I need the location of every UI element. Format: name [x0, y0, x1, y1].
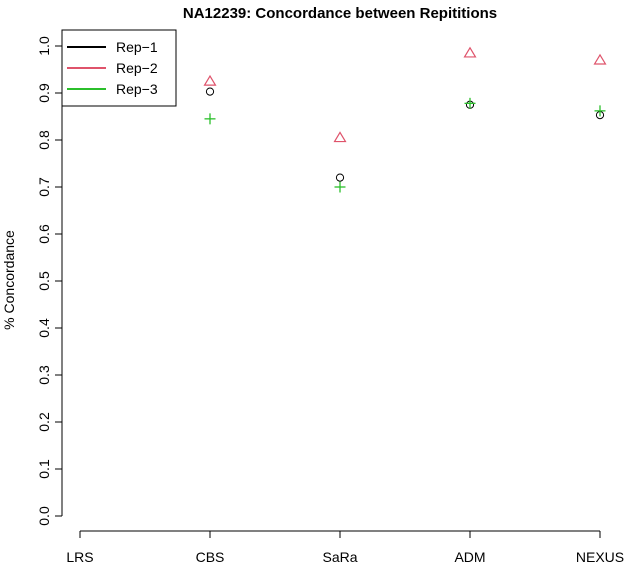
point-plus-adm [464, 97, 476, 109]
point-triangle-nexus [593, 53, 607, 65]
y-tick-label: 0.4 [36, 318, 52, 338]
y-axis-label: % Concordance [1, 230, 17, 330]
legend-label: Rep−1 [116, 39, 158, 55]
y-tick-label: 1.0 [36, 36, 52, 56]
y-axis: 0.0 0.1 0.2 0.3 0.4 0.5 0.6 0.7 0.8 0.9 1.0 [36, 36, 63, 526]
point-circle-cbs [205, 87, 215, 96]
point-plus-nexus [594, 105, 606, 117]
point-plus-sara [334, 181, 346, 193]
point-triangle-sara [333, 131, 347, 143]
legend: Rep−1 Rep−2 Rep−3 [61, 29, 177, 107]
x-tick-label: CBS [196, 549, 225, 565]
y-tick-label: 0.5 [36, 271, 52, 291]
y-tick-label: 0.6 [36, 224, 52, 244]
point-triangle-cbs [203, 74, 217, 86]
y-tick-label: 0.2 [36, 412, 52, 432]
point-circle-sara [335, 173, 345, 182]
legend-label: Rep−2 [116, 60, 158, 76]
x-tick-label: ADM [454, 549, 485, 565]
x-tick-label: NEXUS [576, 549, 624, 565]
y-tick-label: 0.3 [36, 365, 52, 385]
y-tick-label: 0.9 [36, 83, 52, 103]
legend-label: Rep−3 [116, 81, 158, 97]
point-plus-cbs [204, 113, 216, 125]
y-tick-label: 0.1 [36, 459, 52, 479]
y-tick-label: 0.7 [36, 177, 52, 197]
x-tick-label: LRS [66, 549, 93, 565]
x-axis: LRS CBS SaRa ADM NEXUS [66, 530, 624, 565]
y-tick-label: 0.8 [36, 130, 52, 150]
point-triangle-adm [463, 46, 477, 58]
chart-title: NA12239: Concordance between Repititions [183, 5, 497, 22]
x-tick-label: SaRa [322, 549, 357, 565]
y-tick-label: 0.0 [36, 506, 52, 526]
